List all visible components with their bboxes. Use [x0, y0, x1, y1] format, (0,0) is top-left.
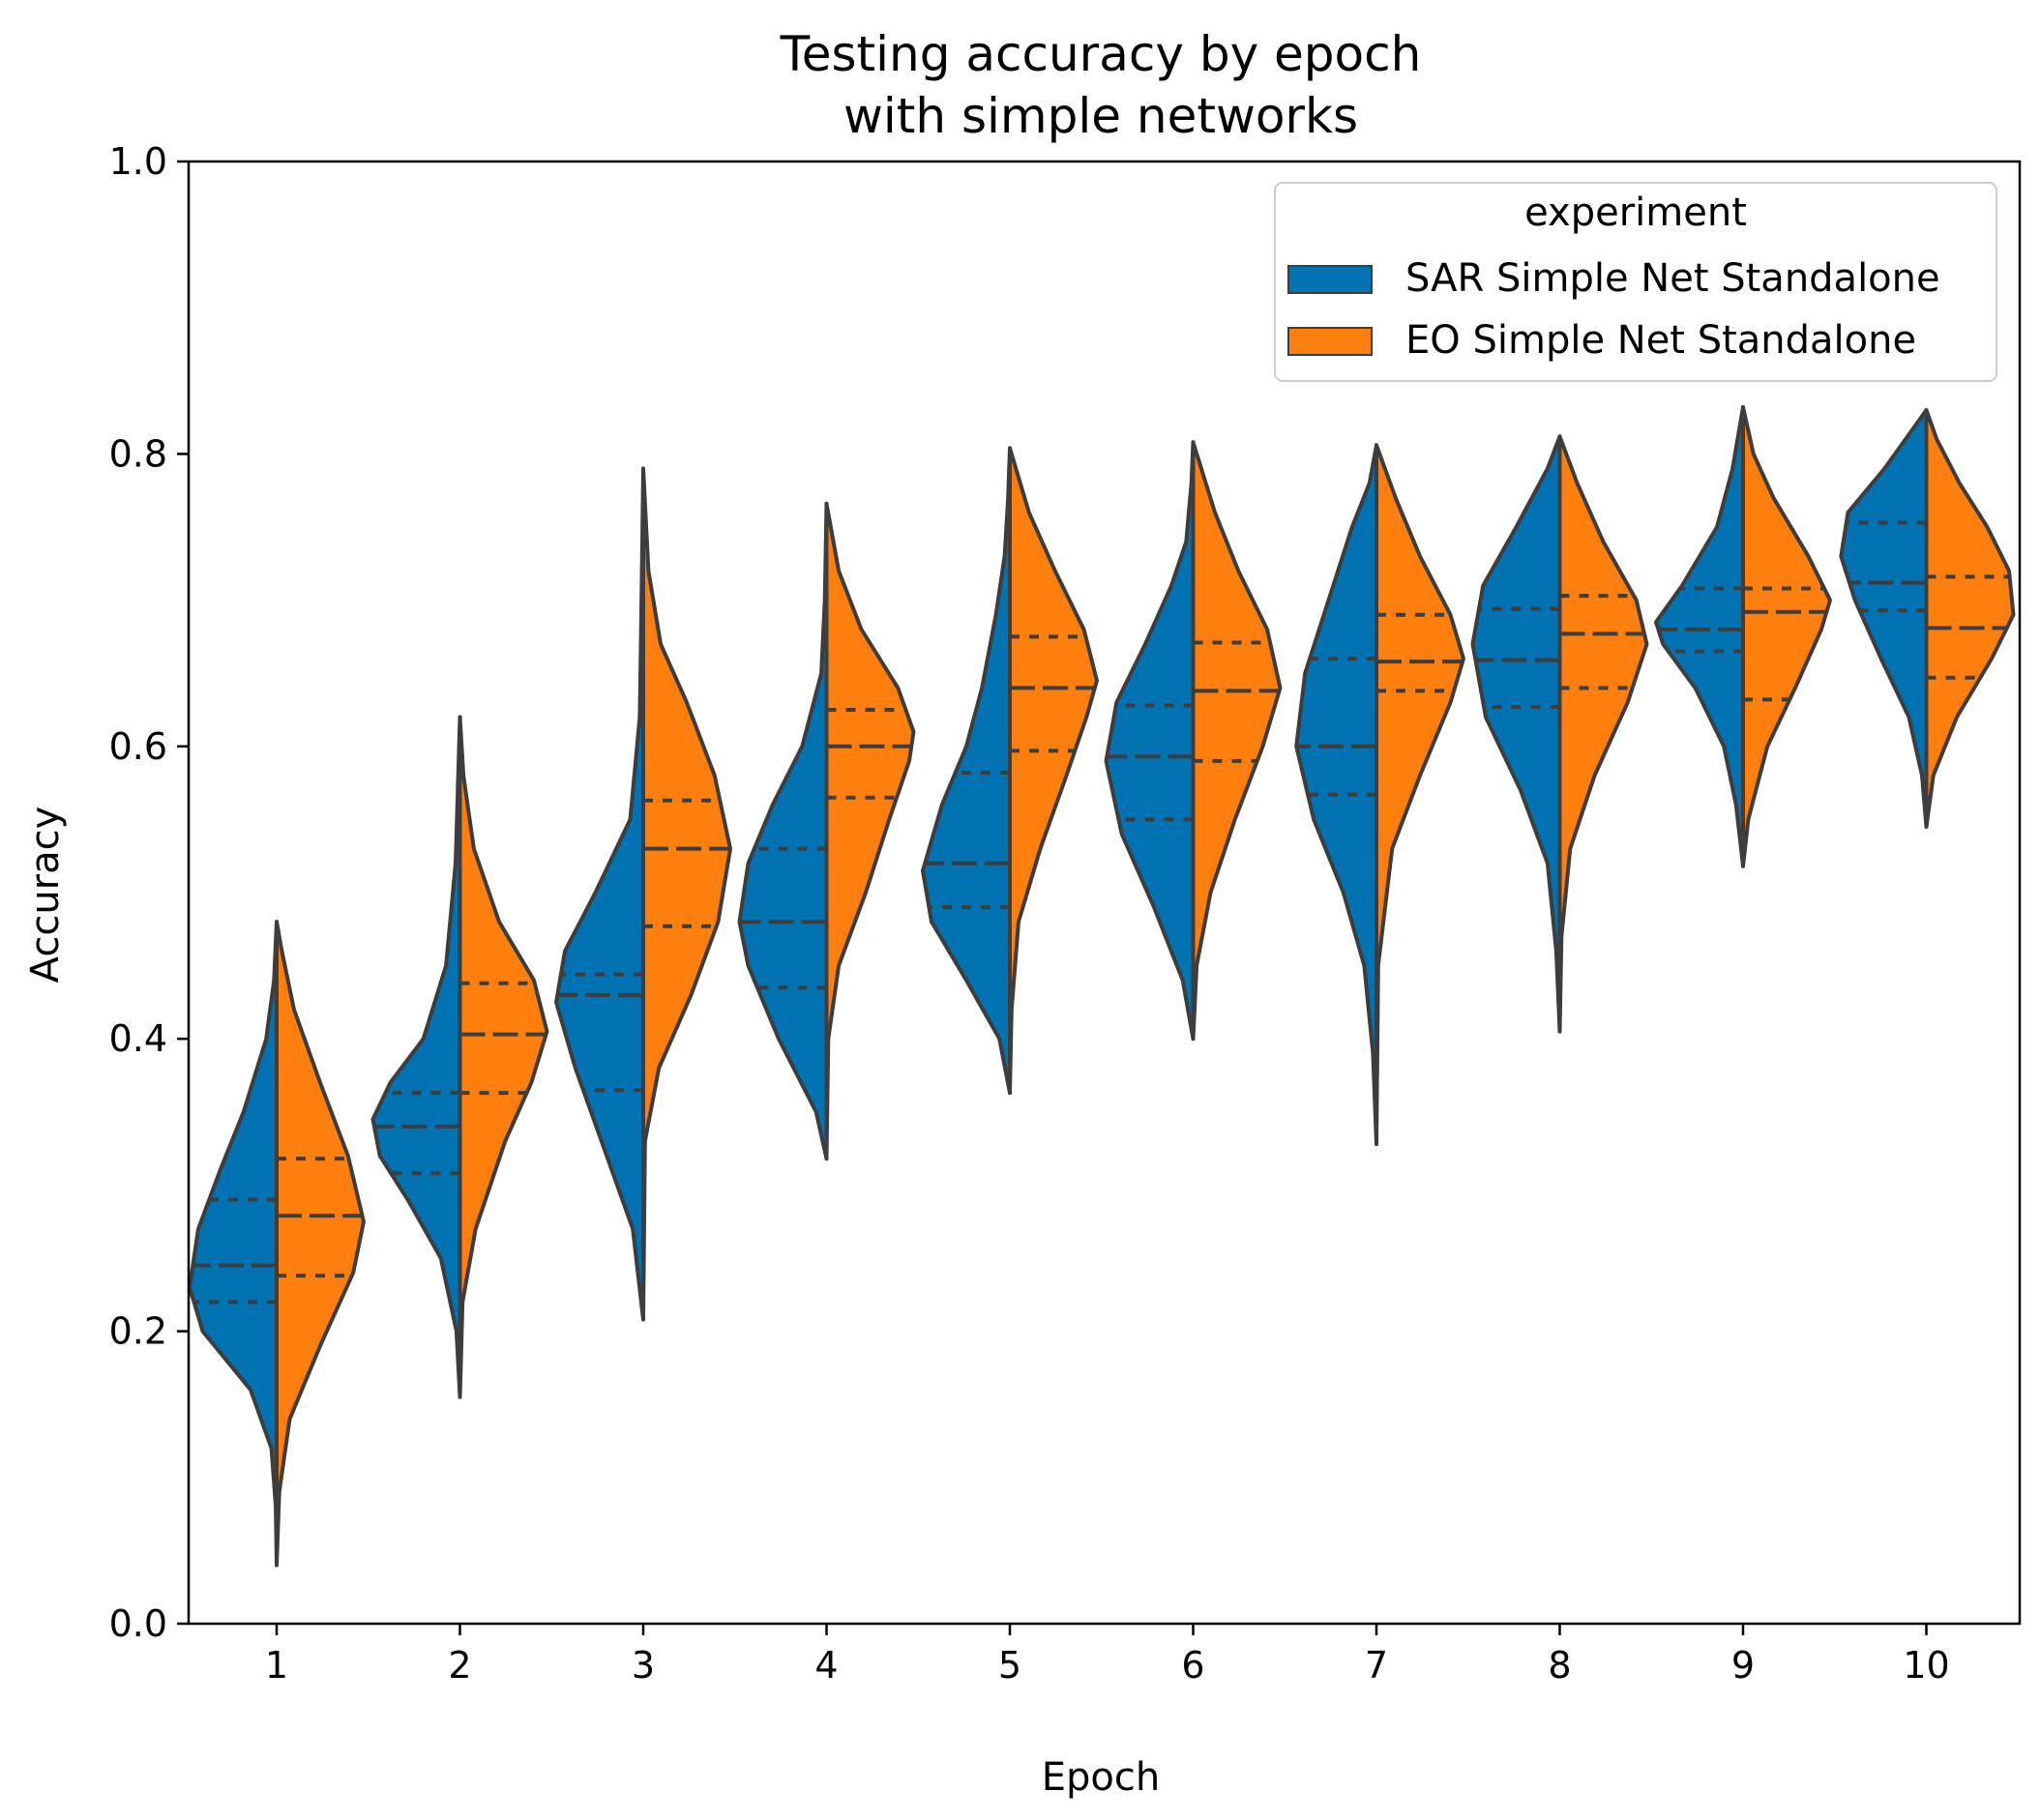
violin-eo-epoch-1: [275, 920, 366, 1568]
x-tick-label: 7: [1365, 1644, 1388, 1687]
chart-title-line-1: Testing accuracy by epoch: [780, 26, 1422, 82]
violin-eo-epoch-9: [1741, 405, 1832, 868]
x-tick-label: 10: [1903, 1644, 1949, 1687]
legend-swatch-sar: [1287, 265, 1373, 294]
x-tick-label: 5: [998, 1644, 1021, 1687]
x-tick-label: 2: [448, 1644, 471, 1687]
plot-frame: [187, 160, 2022, 1626]
x-tick-label: 4: [814, 1644, 838, 1687]
x-tick-label: 3: [632, 1644, 655, 1687]
y-tick-label: 0.4: [109, 1017, 167, 1060]
y-axis-label: Accuracy: [23, 807, 68, 983]
x-tick-label: 9: [1731, 1644, 1755, 1687]
plot-area: [189, 161, 2020, 1624]
x-axis-ticks: 1 2 3 4 5 6 7 8 9 10: [265, 1624, 1950, 1687]
violin-eo-epoch-8: [1557, 434, 1649, 1034]
x-tick-label: 1: [265, 1644, 288, 1687]
legend-swatch-eo: [1287, 327, 1373, 356]
legend: experiment SAR Simple Net Standalone EO …: [1274, 182, 1997, 382]
legend-label-eo: EO Simple Net Standalone: [1405, 318, 1916, 363]
legend-title: experiment: [1524, 191, 1747, 235]
y-tick-label: 0.0: [109, 1602, 167, 1645]
y-tick-label: 1.0: [109, 140, 167, 183]
y-tick-label: 0.6: [109, 725, 167, 768]
y-tick-label: 0.2: [109, 1310, 167, 1353]
violin-eo-epoch-5: [1008, 446, 1099, 1096]
legend-label-sar: SAR Simple Net Standalone: [1405, 256, 1940, 301]
violin-eo-epoch-7: [1375, 443, 1465, 1147]
legend-frame: [1274, 182, 1997, 382]
y-tick-label: 0.8: [109, 432, 167, 475]
x-tick-label: 8: [1548, 1644, 1571, 1687]
y-axis-ticks: 0.0 0.2 0.4 0.6 0.8 1.0: [109, 140, 189, 1645]
violin-eo-epoch-2: [458, 715, 549, 1399]
violin-eo-epoch-3: [641, 466, 732, 1322]
violin-eo-epoch-10: [1924, 408, 2016, 829]
quartiles-layer: [192, 520, 2010, 1305]
violins-layer: [188, 405, 2016, 1568]
chart-title-line-2: with simple networks: [843, 88, 1358, 144]
x-tick-label: 6: [1181, 1644, 1204, 1687]
violin-eo-epoch-6: [1191, 440, 1283, 1042]
x-axis-label: Epoch: [1042, 1755, 1160, 1800]
